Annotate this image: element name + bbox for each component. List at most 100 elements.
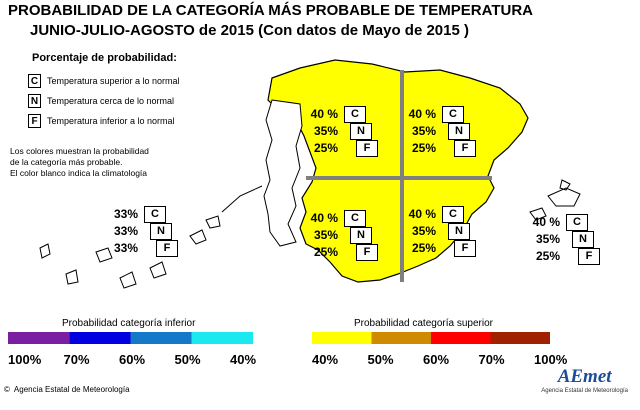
legend-note: Los colores muestran la probabilidad de … [10,146,190,179]
region-letter-box: C [144,206,166,223]
legend-label: Temperatura cerca de lo normal [47,96,175,106]
region-letter-box: N [448,223,470,240]
scale-color-cell [312,332,372,344]
region-letter-box: F [356,244,378,261]
region-percent-column: 40 % 35% 25% [304,210,344,264]
scale-lower-bar [8,332,253,344]
logo-subtitle: Agencia Estatal de Meteorología [541,388,628,394]
portugal-shape [263,99,303,247]
region-percent: 25% [411,141,436,155]
canary-islands [39,215,221,289]
region-percent: 35% [411,224,436,238]
region-letter-box: N [350,123,372,140]
region-letter-box: C [442,106,464,123]
region-percent: 25% [411,241,436,255]
copyright-icon: © [4,385,10,394]
region-percent-column: 40 % 35% 25% [402,106,442,160]
scale-upper-label: Probabilidad categoría superior [354,318,493,329]
scale-tick-label: 100% [534,352,568,367]
balearic-islands [529,179,581,221]
africa-coast [221,185,263,213]
region-letter-box: N [350,227,372,244]
title-line-2: JUNIO-JULIO-AGOSTO de 2015 (Con datos de… [30,22,469,39]
legend-item-above: C Temperatura superior a lo normal [28,74,180,88]
scale-lower-label: Probabilidad categoría inferior [62,318,196,329]
agency-name: Agencia Estatal de Meteorología [13,385,130,394]
legend-letter: F [28,114,41,128]
region-letter-box: F [578,248,600,265]
region-percent: 35% [535,232,560,246]
scale-color-cell [191,332,253,344]
region-percent-column: 40 % 35% 25% [402,206,442,260]
scale-tick-label: 60% [423,352,450,367]
region-percent: 33% [113,241,138,255]
region-letter-box: F [454,240,476,257]
scale-color-cell [8,332,70,344]
legend-label: Temperatura superior a lo normal [47,76,180,86]
region-letter-box: C [344,210,366,227]
legend-note-line: El color blanco indica la climatología [10,168,148,178]
region-percent-column: 33% 33% 33% [104,206,144,260]
scale-color-cell [69,332,131,344]
region-percent: 40 % [532,215,560,229]
region-letter-box: F [156,240,178,257]
region-letter-box: C [566,214,588,231]
scale-tick-label: 60% [119,352,146,367]
scale-tick-label: 70% [63,352,90,367]
region-percent: 35% [313,124,338,138]
legend-note-line: de la categoría más probable. [10,157,123,167]
region-letter-box: F [356,140,378,157]
region-letter-box: F [454,140,476,157]
aemet-logo: AEmet Agencia Estatal de Meteorología [541,366,628,394]
region-letter-box: C [442,206,464,223]
legend-item-below: F Temperatura inferior a lo normal [28,114,175,128]
region-percent-column: 40 % 35% 25% [304,106,344,160]
region-percent: 40 % [310,107,338,121]
scale-tick-label: 40% [230,352,257,367]
scale-tick-label: 50% [174,352,201,367]
region-canary: 33% 33% 33% C N F [104,206,184,260]
scale-tick-label: 40% [312,352,339,367]
scale-color-cell [490,332,550,344]
region-letter-box: N [150,223,172,240]
region-letter-box: N [572,231,594,248]
region-percent: 25% [313,141,338,155]
title-line-1: PROBABILIDAD DE LA CATEGORÍA MÁS PROBABL… [8,2,533,19]
legend-item-normal: N Temperatura cerca de lo normal [28,94,174,108]
scale-upper-bar [312,332,550,344]
region-percent: 35% [313,228,338,242]
region-percent-column: 40 % 35% 25% [526,214,566,268]
region-percent: 35% [411,124,436,138]
region-percent: 25% [313,245,338,259]
region-percent: 40 % [310,211,338,225]
region-letter-box: C [344,106,366,123]
scale-tick-label: 50% [367,352,394,367]
region-percent: 40 % [408,207,436,221]
region-percent: 33% [113,224,138,238]
legend-heading: Porcentaje de probabilidad: [32,52,177,64]
region-northeast: 40 % 35% 25% C N F [402,106,482,160]
region-percent: 33% [113,207,138,221]
legend-letter: C [28,74,41,88]
region-southwest: 40 % 35% 25% C N F [304,210,384,264]
legend-letter: N [28,94,41,108]
logo-text: AEmet [557,366,612,387]
legend-label: Temperatura inferior a lo normal [47,116,175,126]
scale-color-cell [371,332,431,344]
scale-color-cell [431,332,491,344]
region-percent: 40 % [408,107,436,121]
region-balearic: 40 % 35% 25% C N F [526,214,606,268]
scale-tick-label: 70% [478,352,505,367]
region-letter-box: N [448,123,470,140]
region-southeast: 40 % 35% 25% C N F [402,206,482,260]
region-northwest: 40 % 35% 25% C N F [304,106,384,160]
scale-color-cell [130,332,192,344]
region-percent: 25% [535,249,560,263]
